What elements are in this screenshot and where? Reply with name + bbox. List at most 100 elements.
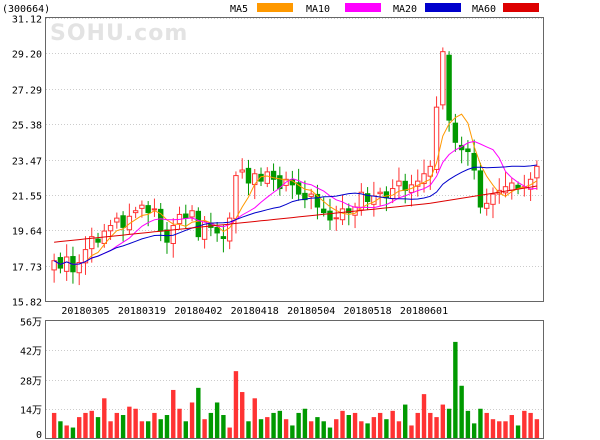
candle-body (371, 195, 377, 205)
volume-bar (515, 425, 521, 438)
volume-bar (177, 408, 182, 438)
volume-bar (308, 421, 314, 438)
volume-bar (196, 387, 201, 438)
volume-bar (70, 427, 76, 438)
candle-body (132, 210, 139, 214)
volume-bar (478, 408, 483, 438)
candle-body (57, 257, 64, 269)
volume-bar (321, 421, 326, 438)
volume-bar (315, 417, 320, 438)
candle-body (377, 191, 383, 195)
candle-body (452, 122, 459, 143)
volume-bar (171, 389, 176, 438)
date-tick-label: 20180305 (61, 306, 109, 317)
volume-bar (490, 419, 496, 438)
volume-axis: 56万 42万 28万 14万 0 (20, 318, 42, 440)
legend-swatch (345, 3, 381, 12)
candle-body (333, 217, 339, 220)
candle-body (107, 225, 114, 232)
candle-body (151, 208, 158, 211)
volume-bar (390, 410, 395, 438)
candle-body (89, 236, 95, 250)
volume-bar (290, 425, 295, 438)
volume-bar (384, 419, 389, 438)
volume-bar (334, 419, 339, 438)
volume-gridlines (46, 350, 543, 410)
volume-bar (58, 421, 63, 438)
legend-swatch (257, 3, 293, 12)
candlestick-series (51, 47, 540, 286)
stock-code-label: (300664) (2, 4, 50, 15)
candle-body (233, 175, 239, 220)
ma-line (54, 185, 537, 243)
candle-body (465, 148, 471, 153)
volume-bar (120, 415, 126, 438)
volume-tick-label: 42万 (20, 347, 42, 358)
volume-bar (252, 398, 257, 438)
volume-bar (465, 410, 471, 438)
volume-bar (359, 421, 364, 438)
volume-bar (183, 421, 188, 438)
volume-bar (509, 415, 514, 438)
volume-bar (428, 412, 433, 438)
volume-tick-label: 28万 (20, 377, 42, 388)
candle-body (220, 236, 227, 239)
date-axis: 20180305 20180319 20180402 20180418 20180504… (61, 306, 448, 317)
volume-bar (208, 412, 214, 438)
volume-tick-label: 56万 (20, 318, 42, 329)
candle-body (139, 204, 145, 209)
price-gridlines (46, 18, 543, 302)
date-tick-label: 20180418 (231, 306, 279, 317)
volume-bar (403, 404, 408, 438)
volume-tick-label: 14万 (20, 406, 42, 417)
legend-label: MA60 (472, 4, 496, 15)
candle-body (484, 202, 490, 209)
candle-body (389, 188, 396, 199)
legend-swatch (425, 3, 461, 12)
candle-body (120, 215, 126, 228)
candle-body (183, 213, 189, 219)
volume-bar (497, 421, 502, 438)
candle-body (509, 182, 515, 191)
ma-line (53, 113, 538, 265)
volume-bar (296, 412, 301, 438)
ma-line (53, 140, 537, 265)
volume-bar (528, 412, 533, 438)
price-tick-label: 31.12 (12, 15, 42, 26)
volume-bar (202, 419, 207, 438)
price-tick-label: 23.47 (12, 157, 42, 168)
volume-bar (258, 419, 264, 438)
volume-bar (302, 408, 308, 438)
volume-bar (283, 419, 289, 438)
volume-bar (227, 427, 232, 438)
volume-bar (114, 412, 120, 438)
volume-bar (352, 412, 358, 438)
candle-body (126, 215, 133, 231)
volume-bar (133, 408, 138, 438)
candle-body (314, 193, 321, 208)
volume-panel-frame (45, 320, 544, 439)
volume-bar (459, 385, 464, 438)
volume-bar (346, 415, 351, 438)
volume-bar (396, 421, 402, 438)
volume-bar (365, 423, 370, 438)
volume-bar (434, 417, 439, 438)
candle-body (327, 210, 333, 221)
price-panel-frame (45, 17, 544, 302)
candle-body (534, 165, 540, 179)
candle-body (490, 193, 496, 205)
volume-bar (164, 415, 170, 438)
volume-bar (89, 410, 94, 438)
candle-body (145, 205, 151, 214)
date-tick-label: 20180504 (287, 306, 335, 317)
candle-body (239, 169, 245, 173)
candle-body (114, 217, 120, 223)
legend: MA5 MA10 MA20 MA60 (230, 3, 539, 15)
candle-body (502, 186, 509, 194)
volume-bar (246, 421, 251, 438)
volume-bar (95, 417, 101, 438)
volume-bar (108, 421, 113, 438)
date-tick-label: 20180402 (174, 306, 222, 317)
volume-bar (421, 394, 427, 438)
candle-body (346, 208, 352, 214)
